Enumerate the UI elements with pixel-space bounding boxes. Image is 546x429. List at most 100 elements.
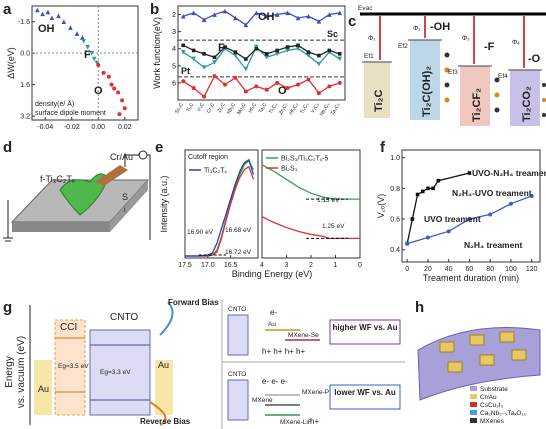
annotation: 16.72 eV [225, 249, 252, 256]
marker [274, 51, 280, 57]
marker [49, 15, 55, 21]
marker [120, 98, 125, 103]
x-tick-label: Ti₄C₃ [299, 102, 310, 115]
series-line [261, 164, 360, 200]
bias-label: Reverse Bias [140, 417, 191, 426]
gap-label: Eg=3.5 eV [58, 363, 89, 370]
panel-label: f [380, 139, 386, 156]
marker [212, 60, 217, 65]
x-tick-label: 0.00 [91, 124, 105, 131]
y-label: V꜀ₒ(V) [376, 194, 386, 219]
fermi-label: Ef1 [364, 53, 374, 60]
x-tick-label: Ti₃C₂ [268, 102, 279, 115]
carrier-label: h+ [310, 417, 319, 426]
marker [85, 44, 90, 50]
marker [212, 12, 217, 17]
x-label: Treament duration (min) [423, 273, 519, 283]
marker [223, 45, 227, 49]
note-box [329, 319, 401, 345]
x-tick-label: 16.5 [224, 262, 238, 269]
x-tick-label: 3 [285, 262, 289, 269]
material-label: Ti₂C [373, 90, 385, 112]
devices [439, 331, 527, 373]
series-label: F [84, 49, 91, 61]
marker [295, 46, 301, 52]
marker [296, 82, 301, 87]
marker [431, 186, 435, 191]
x-tick-label: V₄C₃ [310, 102, 321, 115]
x-tick-label: 120 [526, 266, 538, 273]
marker [74, 31, 80, 36]
legend-label: Ca₂Nb₃₋ₓTaₓO₁₀ [480, 410, 527, 417]
marker [295, 15, 301, 21]
x-tick-label: 40 [445, 266, 453, 273]
y-label: Work function(eV) [152, 17, 162, 89]
marker [306, 77, 311, 82]
plot-frame [261, 149, 361, 259]
legend-label: Bi₂S₃ [281, 166, 298, 173]
series-label: O [94, 85, 103, 97]
x-tick-label: Mo₂C [236, 102, 248, 116]
marker [116, 90, 121, 95]
series-line [183, 10, 340, 26]
legend-label: Bi₂S₃/Ti₃C₂Tₓ-5 [281, 156, 329, 163]
marker [80, 35, 85, 40]
panel-label: e [155, 139, 163, 156]
x-tick-label: 100 [505, 266, 517, 273]
x-tick-label: Sc₂C [174, 102, 185, 115]
cnto-label: CNTO [228, 306, 246, 313]
marker [405, 241, 410, 246]
layer-label: CCI [60, 322, 77, 333]
marker [191, 56, 196, 62]
marker [94, 60, 100, 66]
panel-label: h [415, 299, 424, 316]
marker [233, 75, 238, 80]
marker [254, 46, 259, 51]
legend-label: Ti₃C₂Tₓ [204, 168, 227, 175]
au-label: Au [268, 321, 276, 328]
substrate-label: S [122, 192, 128, 202]
marker [306, 50, 311, 54]
marker [446, 229, 451, 234]
x-tick-label: 80 [486, 266, 494, 273]
series-line [182, 45, 341, 71]
marker [529, 194, 534, 199]
y-tick-label: 4 [172, 46, 176, 53]
y-tick-label: 3 [172, 29, 176, 36]
note-box [329, 384, 401, 410]
marker [316, 91, 321, 96]
marker [337, 10, 343, 16]
legend-swatch [470, 410, 477, 415]
chart-title: Cutoff region [188, 154, 228, 161]
annotation: UVO-N₂H₄ treament [472, 168, 546, 178]
series-line [185, 158, 255, 257]
series-label: N₂H₄ treament [464, 240, 523, 250]
reverse-arrow [149, 401, 167, 426]
cnto-label: CNTO [228, 371, 246, 378]
legend-label: Cr/Au [480, 394, 497, 401]
annotation: 1.25 eV [322, 223, 345, 230]
marker [212, 55, 217, 60]
panel-g: Energy vs. vacuum (eV) Au CCI CNTO Au Eg… [4, 298, 405, 429]
marker [222, 8, 228, 14]
flake-label: f-Ti₃C₂Tₓ [40, 174, 75, 184]
cnto-block [227, 379, 249, 421]
note: lower WF vs. Au [334, 388, 396, 397]
marker [81, 39, 86, 44]
panel-d: f-Ti₃C₂Tₓ Cr/Au S i [3, 150, 151, 242]
y-tick-label: 0.6 [390, 217, 400, 224]
marker [253, 10, 259, 16]
x-tick-label: Ti₂C [185, 102, 195, 114]
y-label: vs. vacuum (eV) [16, 336, 27, 408]
marker [180, 13, 186, 19]
marker [191, 10, 196, 16]
substrate-side [110, 180, 148, 232]
legend: Substrate Cr/Au CsCu₂I₃ Ca₂Nb₃₋ₓTaₓO₁₀ M… [470, 386, 527, 425]
series-line [261, 216, 360, 240]
marker [306, 13, 311, 19]
marker [316, 19, 322, 24]
marker [191, 86, 196, 91]
marker [40, 11, 45, 17]
plot-frame [31, 5, 139, 121]
